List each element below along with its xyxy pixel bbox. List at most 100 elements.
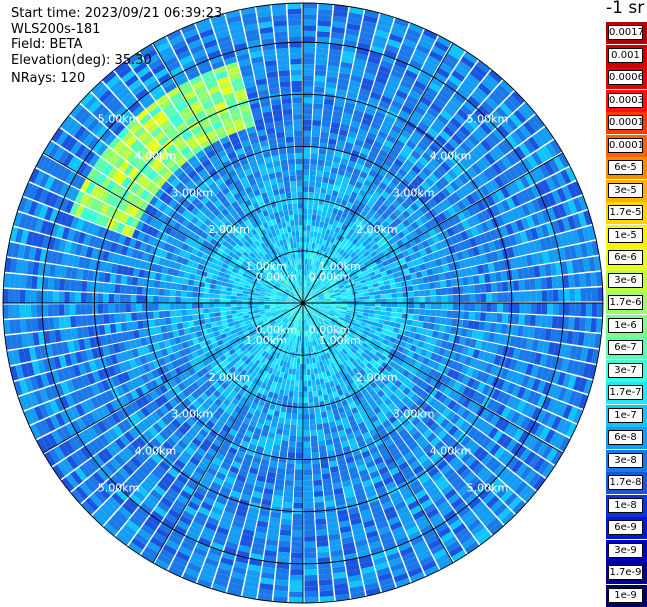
heatmap-gate	[538, 164, 550, 179]
heatmap-gate	[344, 142, 354, 150]
heatmap-gate	[350, 251, 357, 259]
heatmap-gate	[379, 285, 386, 291]
heatmap-gate	[323, 347, 329, 354]
heatmap-gate	[394, 379, 403, 389]
heatmap-gate	[315, 339, 319, 346]
heatmap-gate	[311, 323, 315, 329]
heatmap-gate	[296, 313, 300, 319]
heatmap-gate	[370, 261, 378, 268]
heatmap-gate	[279, 371, 285, 379]
heatmap-gate	[296, 318, 299, 325]
heatmap-gate	[341, 440, 350, 448]
heatmap-gate	[74, 467, 88, 482]
heatmap-gate	[366, 369, 374, 377]
heatmap-gate	[368, 540, 382, 550]
heatmap-gate	[476, 60, 491, 74]
heatmap-gate	[155, 433, 166, 445]
heatmap-gate	[368, 351, 375, 359]
heatmap-gate	[445, 540, 461, 553]
heatmap-gate	[110, 514, 125, 528]
heatmap-gate	[224, 351, 232, 359]
heatmap-gate	[89, 337, 97, 349]
heatmap-gate	[458, 241, 467, 251]
heatmap-gate	[327, 286, 333, 291]
heatmap-gate	[440, 109, 453, 121]
heatmap-gate	[341, 309, 347, 313]
heatmap-gate	[157, 553, 172, 566]
heatmap-gate	[304, 558, 317, 565]
heatmap-gate	[374, 29, 390, 39]
heatmap-gate	[451, 224, 460, 235]
heatmap-gate	[315, 313, 321, 318]
heatmap-gate	[421, 269, 428, 277]
heatmap-gate	[544, 263, 552, 277]
heatmap-gate	[419, 70, 433, 82]
heatmap-gate	[313, 315, 318, 321]
heatmap-gate	[325, 247, 331, 254]
heatmap-gate	[153, 318, 161, 327]
heatmap-gate	[502, 470, 515, 485]
heatmap-gate	[430, 123, 442, 134]
heatmap-gate	[410, 230, 419, 239]
heatmap-gate	[249, 438, 259, 446]
heatmap-gate	[303, 230, 307, 237]
heatmap-gate	[419, 290, 426, 297]
heatmap-gate	[514, 178, 526, 191]
heatmap-gate	[529, 278, 536, 290]
heatmap-gate	[547, 383, 557, 398]
heatmap-gate	[519, 230, 529, 243]
heatmap-gate	[64, 393, 75, 407]
heatmap-gate	[441, 287, 448, 296]
heatmap-gate	[246, 323, 253, 328]
heatmap-gate	[412, 189, 423, 199]
heatmap-gate	[528, 351, 537, 364]
heatmap-gate	[561, 217, 571, 232]
heatmap-gate	[467, 427, 479, 439]
heatmap-gate	[364, 392, 372, 401]
heatmap-gate	[447, 472, 460, 484]
heatmap-gate	[319, 299, 326, 302]
heatmap-gate	[382, 90, 395, 100]
heatmap-gate	[75, 280, 82, 292]
heatmap-gate	[219, 294, 226, 299]
heatmap-gate	[280, 336, 286, 343]
heatmap-gate	[80, 304, 87, 315]
heatmap-gate	[462, 276, 469, 286]
heatmap-gate	[363, 14, 378, 24]
heatmap-gate	[444, 325, 452, 334]
heatmap-gate	[236, 296, 243, 300]
heatmap-gate	[119, 294, 126, 303]
heatmap-gate	[289, 340, 293, 346]
heatmap-gate	[461, 249, 470, 260]
heatmap-gate	[392, 234, 401, 242]
heatmap-gate	[377, 251, 385, 259]
heatmap-gate	[125, 519, 140, 533]
heatmap-gate	[333, 275, 339, 280]
heatmap-gate	[422, 276, 430, 284]
heatmap-gate	[186, 303, 193, 310]
heatmap-gate	[280, 406, 287, 413]
heatmap-gate	[500, 368, 510, 380]
heatmap-gate	[424, 60, 438, 72]
heatmap-gate	[376, 277, 384, 283]
heatmap-gate	[412, 540, 427, 552]
heatmap-gate	[193, 409, 203, 419]
heatmap-gate	[390, 406, 400, 415]
heatmap-gate	[242, 339, 250, 346]
heatmap-gate	[565, 166, 577, 182]
heatmap-gate	[308, 186, 315, 193]
heatmap-gate	[164, 472, 176, 483]
heatmap-gate	[322, 176, 329, 184]
heatmap-gate	[330, 243, 337, 250]
heatmap-gate	[348, 196, 356, 204]
heatmap-gate	[320, 462, 330, 469]
heatmap-gate	[303, 69, 314, 76]
heatmap-gate	[148, 319, 155, 328]
heatmap-gate	[305, 275, 308, 282]
heatmap-gate	[341, 293, 347, 297]
heatmap-gate	[342, 332, 348, 338]
heatmap-gate	[369, 381, 378, 389]
heatmap-gate	[342, 340, 349, 346]
heatmap-gate	[309, 169, 317, 176]
heatmap-gate	[249, 339, 256, 345]
